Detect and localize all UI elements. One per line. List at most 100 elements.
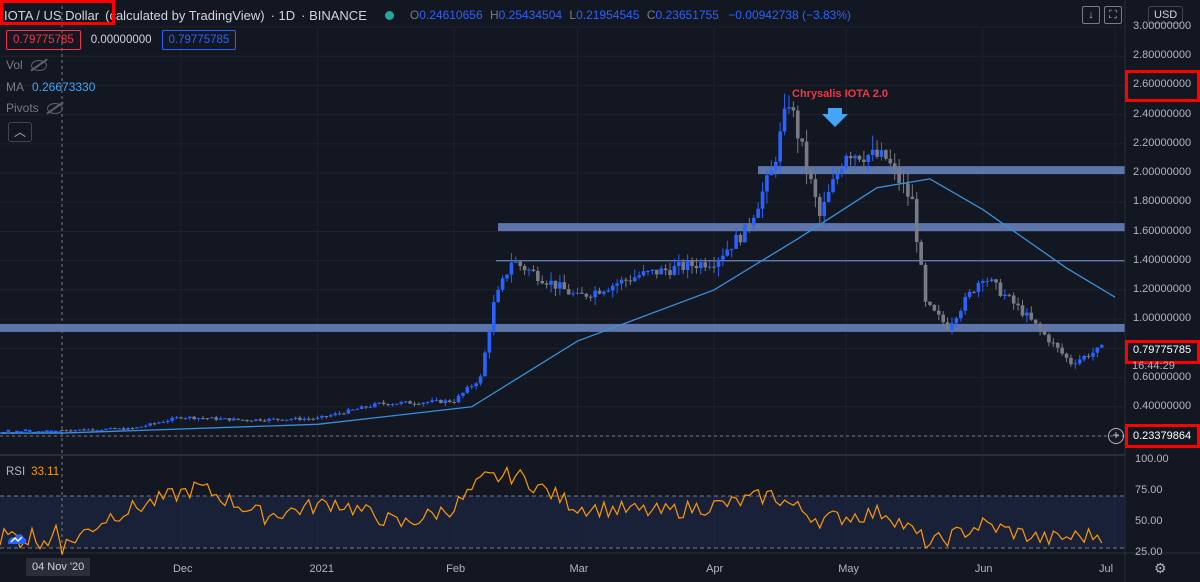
candle-body: [77, 429, 82, 431]
arrow-down-icon[interactable]: ↓: [1082, 6, 1100, 24]
candle-body: [483, 352, 487, 377]
candle-body: [258, 419, 263, 421]
candle-body: [769, 170, 774, 176]
candle-body: [143, 425, 148, 427]
interval[interactable]: · 1D: [270, 7, 296, 23]
candle-body: [342, 413, 346, 415]
candle-body: [1082, 355, 1086, 360]
candle-body: [108, 428, 113, 430]
candle-body: [593, 290, 597, 298]
candle-body: [298, 417, 302, 420]
indicator-vol[interactable]: Vol: [6, 58, 47, 72]
candle-body: [232, 418, 236, 421]
candle-body: [1025, 312, 1029, 316]
sr-zone: [498, 223, 1125, 232]
time-tick-label: Mar: [569, 563, 589, 575]
candle-body: [778, 131, 782, 162]
symbol-source: (calculated by TradingView): [105, 7, 265, 23]
candle-body: [906, 183, 910, 197]
candle-body: [15, 430, 19, 433]
price-tick-label: 0.60000000: [1133, 370, 1192, 383]
time-tick-label: Jul: [1099, 563, 1114, 575]
price-tick-label: 1.00000000: [1133, 312, 1192, 325]
candle-body: [994, 279, 998, 283]
price-tick-label: 2.40000000: [1133, 107, 1192, 120]
highlight-current-price: [1125, 340, 1200, 364]
candle-body: [152, 423, 157, 425]
candle-body: [809, 170, 813, 180]
currency-button[interactable]: USD: [1148, 6, 1184, 24]
candle-body: [531, 269, 536, 272]
candle-body: [1073, 363, 1078, 365]
candle-body: [487, 331, 492, 353]
candle-body: [452, 401, 456, 403]
candle-body: [23, 429, 28, 432]
candle-body: [712, 266, 716, 268]
bid-price[interactable]: 0.79775785: [6, 30, 81, 50]
candle-body: [53, 430, 58, 433]
candle-body: [465, 387, 470, 393]
candle-body: [386, 403, 390, 406]
candle-body: [822, 202, 827, 216]
candle-body: [685, 261, 690, 270]
rsi-label: RSI: [6, 466, 26, 478]
indicator-ma[interactable]: MA 0.26673330: [6, 80, 95, 94]
candle-body: [1011, 295, 1016, 304]
candle-body: [267, 418, 271, 421]
candle-body: [967, 291, 972, 297]
gear-icon[interactable]: ⚙: [1154, 560, 1167, 576]
annotation-text: Chrysalis IOTA 2.0: [792, 88, 888, 100]
candle-body: [672, 266, 677, 275]
candle-body: [157, 422, 161, 424]
candle-body: [82, 429, 86, 431]
candle-body: [932, 304, 937, 311]
annotation: Chrysalis IOTA 2.0: [792, 88, 888, 127]
indicator-pivots[interactable]: Pivots: [6, 101, 63, 115]
time-tick-label: 2021: [309, 563, 335, 575]
add-alert-icon[interactable]: +: [1108, 428, 1124, 444]
candle-body: [791, 107, 796, 111]
candle-body: [619, 279, 624, 284]
candle-body: [73, 430, 78, 432]
rsi-tick-label: 50.00: [1135, 515, 1163, 527]
candle-body: [840, 168, 844, 174]
candle-body: [368, 406, 373, 408]
candle-body: [588, 296, 593, 298]
rsi-legend[interactable]: RSI 33.11: [6, 466, 59, 478]
candle-body: [223, 418, 227, 420]
candle-body: [879, 150, 884, 157]
candle-body: [395, 403, 399, 405]
candle-body: [1047, 334, 1051, 343]
eye-hidden-icon[interactable]: [30, 59, 47, 71]
candle-body: [958, 310, 963, 319]
candle-body: [848, 156, 853, 159]
candle-body: [276, 418, 280, 420]
candle-body: [505, 274, 509, 279]
candle-body: [461, 392, 465, 396]
candle-body: [606, 290, 611, 292]
rsi-value: 33.11: [31, 466, 60, 478]
candle-body: [985, 280, 990, 282]
candle-body: [425, 402, 430, 404]
candle-body: [320, 416, 324, 418]
candle-body: [205, 418, 210, 420]
symbol-name[interactable]: IOTA / US Dollar: [4, 7, 100, 23]
candle-body: [333, 413, 337, 416]
fullscreen-icon[interactable]: ⛶: [1104, 6, 1122, 24]
eye-hidden-icon[interactable]: [46, 102, 63, 114]
candle-body: [558, 282, 562, 289]
tradingview-logo[interactable]: [6, 530, 28, 546]
candle-body: [707, 266, 712, 268]
collapse-chevron-icon[interactable]: ︿: [8, 122, 32, 142]
rsi-line: [0, 465, 1103, 555]
ask-price[interactable]: 0.79775785: [161, 30, 237, 50]
rsi-tick-label: 25.00: [1135, 546, 1163, 558]
candle-body: [1042, 329, 1047, 335]
ma-value: 0.26673330: [32, 80, 96, 94]
candle-body: [884, 150, 888, 159]
current-price-label: 0.79775785: [1129, 342, 1196, 358]
candle-body: [989, 279, 994, 281]
candle-body: [390, 404, 395, 406]
candle-body: [1003, 294, 1007, 297]
